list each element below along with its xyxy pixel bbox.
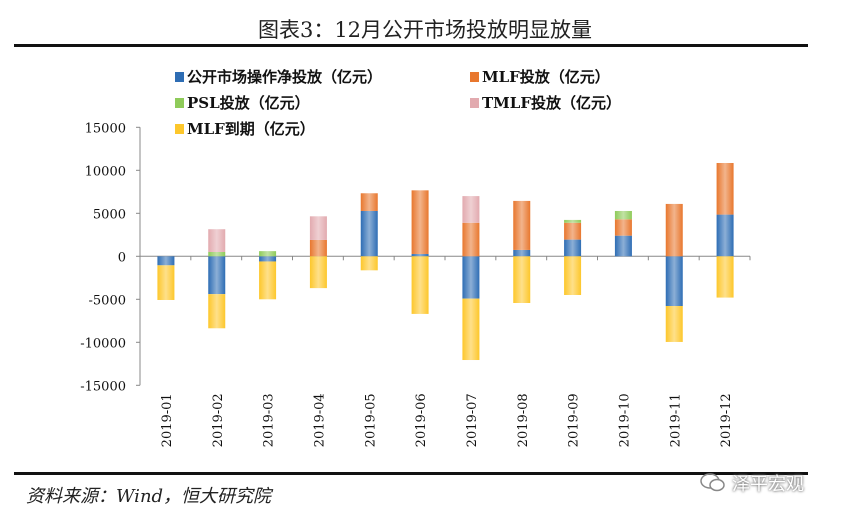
legend-swatch xyxy=(175,124,184,134)
bar-2019-05-series-1 xyxy=(360,193,378,211)
bar-2019-11-series-1 xyxy=(665,203,683,257)
y-tick-label: 0 xyxy=(118,250,126,265)
x-tick-label: 2019-06 xyxy=(414,393,429,447)
legend-swatch xyxy=(470,98,479,108)
bar-2019-02-series-0 xyxy=(208,256,226,295)
bar-2019-07-series-1 xyxy=(462,222,480,257)
legend-label: 公开市场操作净投放（亿元） xyxy=(187,68,382,86)
source-note: 资料来源：Wind，恒大研究院 xyxy=(26,486,272,507)
bar-2019-05-series-4 xyxy=(360,256,378,271)
bar-2019-01-series-4 xyxy=(157,265,175,300)
x-tick-label: 2019-10 xyxy=(617,393,632,447)
bar-2019-10-series-2 xyxy=(614,210,632,220)
bar-2019-07-series-3 xyxy=(462,196,480,223)
bar-2019-02-series-2 xyxy=(208,252,226,257)
x-tick-label: 2019-11 xyxy=(668,393,683,447)
x-tick-label: 2019-02 xyxy=(211,393,226,447)
x-tick-label: 2019-04 xyxy=(312,393,327,447)
bar-2019-12-series-1 xyxy=(716,162,734,215)
bar-2019-11-series-0 xyxy=(665,256,683,307)
bar-2019-09-series-2 xyxy=(564,219,582,223)
x-tick-label: 2019-08 xyxy=(516,393,531,447)
bar-2019-09-series-4 xyxy=(564,256,582,295)
x-tick-label: 2019-05 xyxy=(363,393,378,447)
bar-2019-12-series-4 xyxy=(716,256,734,298)
bar-2019-03-series-4 xyxy=(259,261,277,300)
bar-2019-08-series-4 xyxy=(513,256,531,303)
x-tick-label: 2019-03 xyxy=(262,393,277,447)
y-tick-label: 10000 xyxy=(85,164,126,179)
y-tick-label: -15000 xyxy=(80,379,126,394)
y-tick-label: 5000 xyxy=(93,207,126,222)
bar-2019-03-series-2 xyxy=(259,251,277,257)
y-tick-label: -5000 xyxy=(89,293,126,308)
bar-2019-06-series-1 xyxy=(411,190,429,254)
bar-2019-06-series-0 xyxy=(411,253,429,257)
top-divider xyxy=(14,44,808,47)
x-tick-label: 2019-07 xyxy=(465,393,480,447)
bar-2019-04-series-3 xyxy=(309,216,327,240)
legend-label: TMLF投放（亿元） xyxy=(482,94,621,112)
legend-label: MLF到期（亿元） xyxy=(187,120,315,138)
legend: 公开市场操作净投放（亿元） MLF投放（亿元） PSL投放（亿元） TMLF投放（亿元… xyxy=(175,68,621,138)
bar-2019-04-series-1 xyxy=(309,239,327,257)
bar-2019-09-series-1 xyxy=(564,222,582,240)
legend-swatch xyxy=(470,72,479,82)
bar-2019-02-series-3 xyxy=(208,229,226,252)
bar-2019-01-series-0 xyxy=(157,256,175,266)
bar-2019-08-series-0 xyxy=(513,249,531,257)
legend-label: PSL投放（亿元） xyxy=(187,94,310,112)
bar-2019-09-series-0 xyxy=(564,239,582,257)
bar-2019-03-series-0 xyxy=(259,256,277,262)
x-tick-label: 2019-12 xyxy=(719,393,734,447)
axes: -15000 -10000 -5000 0 5000 10000 15000 2019-01 2… xyxy=(80,121,751,447)
legend-swatch xyxy=(175,72,184,82)
legend-swatch xyxy=(175,98,184,108)
bar-2019-02-series-4 xyxy=(208,294,226,329)
watermark: 泽平宏观 xyxy=(700,470,804,496)
bottom-divider xyxy=(14,472,808,475)
watermark-text: 泽平宏观 xyxy=(732,474,804,495)
x-tick-label: 2019-09 xyxy=(567,393,582,447)
wechat-icon xyxy=(700,473,725,492)
bar-2019-04-series-4 xyxy=(309,256,327,289)
bars xyxy=(157,162,734,361)
bar-2019-11-series-4 xyxy=(665,306,683,342)
page-title: 图表3：12月公开市场投放明显放量 xyxy=(257,18,593,42)
x-tick-label: 2019-01 xyxy=(160,393,175,447)
bar-2019-05-series-0 xyxy=(360,210,378,257)
y-tick-label: -10000 xyxy=(80,336,126,351)
bar-2019-08-series-1 xyxy=(513,200,531,250)
bar-2019-10-series-1 xyxy=(614,219,632,236)
y-tick-label: 15000 xyxy=(85,121,126,136)
bar-2019-10-series-0 xyxy=(614,235,632,257)
bar-2019-07-series-4 xyxy=(462,298,480,361)
bar-2019-06-series-4 xyxy=(411,256,429,314)
legend-label: MLF投放（亿元） xyxy=(482,68,610,86)
bar-2019-12-series-0 xyxy=(716,214,734,257)
bar-2019-07-series-0 xyxy=(462,256,480,299)
